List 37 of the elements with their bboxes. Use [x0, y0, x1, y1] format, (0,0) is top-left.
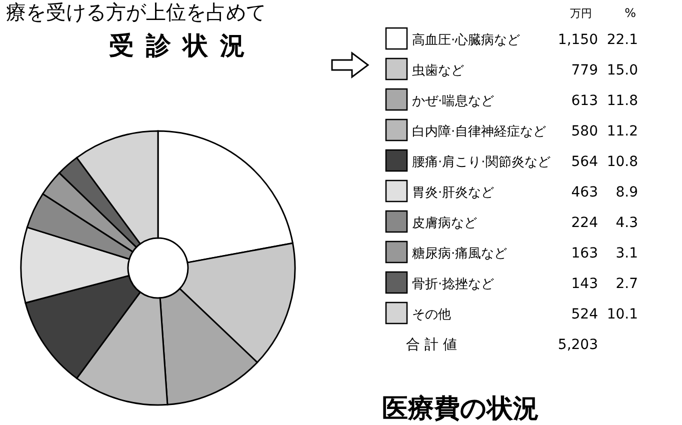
text: 15.0: [606, 62, 638, 78]
text: 11.2: [606, 124, 638, 140]
text: 564: [571, 154, 598, 170]
chart-title: 受診状況: [109, 31, 257, 60]
text: 医療費の状況: [382, 394, 539, 424]
text: 8.9: [616, 184, 638, 200]
text: 2.7: [616, 276, 638, 292]
text: 10.1: [606, 306, 638, 322]
legend-label: 白内障·自律神経症など: [412, 124, 546, 140]
text: 580: [571, 124, 598, 140]
text: %: [624, 6, 636, 20]
legend-label: 皮膚病など: [412, 216, 477, 231]
text: 143: [571, 276, 598, 292]
text: 463: [571, 184, 598, 200]
legend-label: 虫歯など: [412, 64, 464, 78]
legend-label: 骨折·捻挫など: [412, 277, 494, 292]
text: 5,203: [558, 337, 598, 353]
text: 22.1: [606, 32, 638, 48]
legend-label: 糖尿病·痛風など: [412, 246, 508, 262]
text: 11.8: [606, 93, 638, 109]
legend-label: かぜ·喘息など: [412, 94, 494, 109]
text: 224: [571, 215, 598, 231]
text: 療を受ける方が上位を占めて: [6, 0, 266, 24]
legend-label: 腰痛·肩こり·関節炎など: [412, 154, 550, 170]
text: 万円: [570, 7, 592, 20]
legend-label: 高血圧·心臓病など: [412, 32, 520, 48]
text: 4.3: [616, 215, 638, 231]
text: 163: [571, 246, 598, 262]
text: 10.8: [606, 154, 638, 170]
text: 524: [571, 306, 598, 322]
text: 613: [571, 93, 598, 109]
text: 合 計 値: [406, 337, 457, 353]
legend-label: その他: [412, 308, 451, 322]
text: 1,150: [558, 32, 598, 48]
text: 779: [571, 62, 598, 78]
legend-label: 胃炎·肝炎など: [412, 186, 494, 200]
text: 3.1: [616, 246, 638, 262]
